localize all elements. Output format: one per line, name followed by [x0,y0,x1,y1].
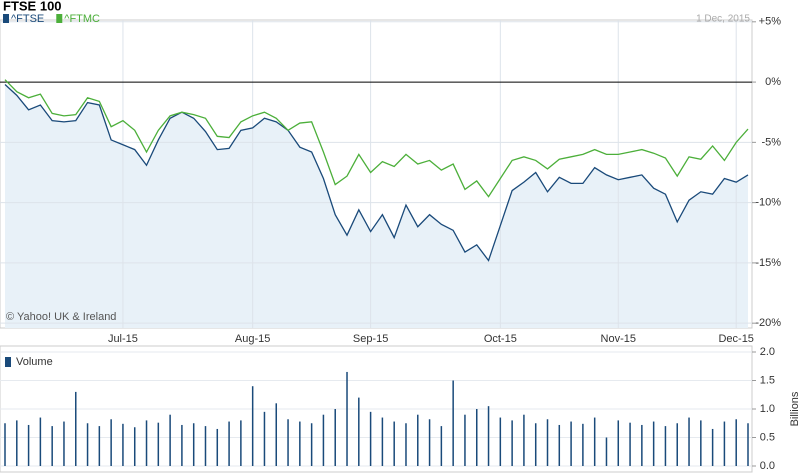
volume-bar [417,414,419,466]
volume-bar [523,414,525,466]
x-tick-label: Jul-15 [108,333,138,345]
volume-bar [676,423,678,466]
volume-bar [334,409,336,466]
volume-bar [358,397,360,466]
volume-bar [240,420,242,466]
volume-bar [181,424,183,466]
volume-bar [216,428,219,466]
volume-bar [464,414,466,466]
volume-bar [511,420,513,466]
series-line [4,79,749,198]
volume-bar [747,423,749,466]
legend-swatch [3,14,9,23]
y-tick-label: +5% [759,16,782,28]
volume-bar [629,422,631,466]
volume-bar [98,426,101,466]
volume-bar [110,419,112,466]
y-tick-label: -5% [761,136,781,148]
y-tick-label: -20% [755,317,781,329]
y-tick-label: -10% [755,197,781,209]
x-tick-label: Nov-15 [601,333,636,345]
volume-bar [63,421,65,466]
volume-bar [664,426,667,466]
volume-bar [688,417,690,466]
legend-label: ^FTSE [11,13,44,25]
volume-bar [16,420,18,466]
volume-bar [4,423,6,466]
x-tick-label: Oct-15 [484,333,517,345]
volume-bar [275,403,278,466]
volume-bar [251,386,254,466]
y-tick-label: 1.5 [760,374,775,386]
volume-bar [145,420,148,466]
volume-bar [369,411,372,466]
volume-bar [287,419,289,466]
x-tick-label: Aug-15 [235,333,270,345]
volume-bar [322,414,325,466]
volume-bar [169,414,171,466]
legend-swatch [56,14,63,23]
volume-bar [475,409,478,466]
volume-title: Volume [16,356,53,368]
volume-bar [558,424,561,466]
volume-bar [157,422,160,466]
y-tick-label: 1.0 [760,403,775,415]
volume-bar [487,406,490,466]
volume-legend-swatch [5,357,11,367]
volume-bar [652,421,655,466]
volume-bar [393,421,395,466]
copyright: © Yahoo! UK & Ireland [6,311,116,323]
volume-bar [346,371,348,466]
volume-bar [735,419,737,466]
volume-bar [381,417,384,466]
y-tick-label: 0.0 [760,460,775,472]
y-axis-label: Billions [789,391,800,426]
volume-bar [310,423,313,466]
volume-bar [711,428,714,466]
volume-bar [605,437,608,466]
x-tick-label: Dec-15 [718,333,753,345]
volume-bar [39,417,42,466]
legend-label: ^FTMC [64,13,100,25]
volume-bar [534,423,537,466]
volume-bar [440,426,443,466]
volume-bar [641,424,643,466]
volume-bar [263,411,266,466]
area-fill [5,84,748,328]
volume-bar [428,419,431,466]
chart-title: FTSE 100 [3,0,62,13]
volume-bar [617,420,620,466]
volume-bar [570,421,572,466]
volume-bar [192,423,195,466]
volume-bar [405,423,407,466]
volume-bar [133,427,136,466]
volume-bar [27,424,30,466]
volume-bar [299,421,301,466]
volume-bar [228,421,230,466]
volume-bar [75,391,77,466]
volume-bar [593,417,596,466]
volume-bar [499,417,502,466]
volume-bar [86,423,89,466]
date-label: 1 Dec, 2015 [696,14,750,25]
volume-bar [546,419,549,466]
y-tick-label: 0.5 [760,431,775,443]
series-line [4,84,749,262]
volume-bar [723,421,726,466]
volume-bar [122,423,124,466]
volume-bar [51,426,53,466]
y-tick-label: -15% [755,257,781,269]
y-tick-label: 0% [765,76,781,88]
volume-bar [700,420,702,466]
x-tick-label: Sep-15 [353,333,388,345]
y-tick-label: 2.0 [760,346,775,358]
volume-bar [582,423,584,466]
volume-bar [452,380,454,466]
volume-bar [204,426,207,466]
